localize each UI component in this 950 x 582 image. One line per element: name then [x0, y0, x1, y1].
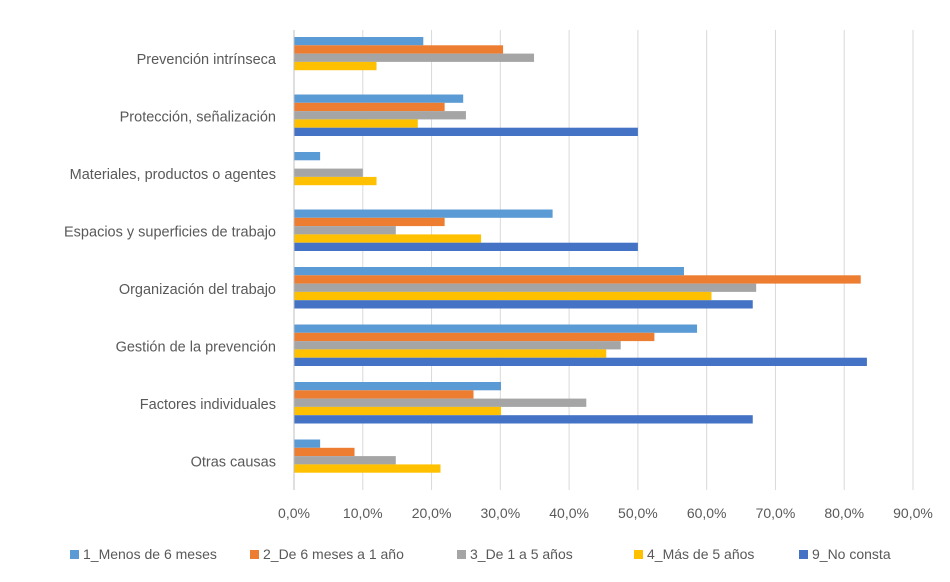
bar — [294, 439, 321, 448]
x-tick-label: 40,0% — [549, 505, 589, 521]
bar — [294, 267, 684, 276]
bar — [294, 119, 418, 128]
legend-swatch — [457, 550, 466, 559]
x-tick-label: 60,0% — [687, 505, 727, 521]
bar — [294, 382, 502, 391]
bar — [294, 324, 698, 333]
bar — [294, 447, 355, 457]
bar — [294, 53, 535, 62]
bar — [294, 111, 466, 120]
legend-swatch — [250, 550, 259, 559]
bar — [294, 275, 861, 284]
x-tick-label: 80,0% — [824, 505, 864, 521]
bar — [294, 398, 587, 407]
category-label: Factores individuales — [140, 397, 276, 413]
bar — [294, 37, 424, 46]
legend-swatch — [799, 550, 808, 559]
x-tick-label: 70,0% — [756, 505, 796, 521]
legend-label: 1_Menos de 6 meses — [83, 546, 217, 562]
category-label: Prevención intrínseca — [137, 52, 277, 68]
bar — [294, 415, 753, 424]
bar — [294, 217, 445, 227]
bar — [294, 176, 377, 186]
bar — [294, 168, 363, 177]
bar — [294, 341, 621, 350]
bar — [294, 349, 607, 358]
x-tick-label: 90,0% — [893, 505, 933, 521]
bar — [294, 283, 757, 292]
x-tick-label: 10,0% — [343, 505, 383, 521]
legend-label: 2_De 6 meses a 1 año — [263, 546, 404, 562]
bar — [294, 209, 553, 218]
bar — [294, 152, 321, 161]
legend: 1_Menos de 6 meses 2_De 6 meses a 1 año 3_… — [70, 546, 891, 562]
bar — [294, 127, 638, 136]
legend-label: 3_De 1 a 5 años — [470, 546, 573, 562]
value-axis: 0,0% 10,0% 20,0% 30,0% 40,0% 50,0% 60,0% 70,0% 8… — [278, 30, 933, 521]
category-axis: Prevención intrínseca Protección, señaliz… — [64, 52, 277, 471]
category-label: Organización del trabajo — [119, 282, 276, 298]
x-tick-label: 20,0% — [412, 505, 452, 521]
x-tick-label: 50,0% — [618, 505, 658, 521]
x-tick-label: 0,0% — [278, 505, 310, 521]
legend-swatch — [634, 550, 643, 559]
bar — [294, 357, 867, 366]
bar — [294, 300, 753, 309]
bar — [294, 456, 396, 465]
bar — [294, 390, 474, 399]
bar — [294, 45, 504, 54]
bar — [294, 102, 445, 112]
bar — [294, 234, 482, 243]
bar — [294, 94, 464, 103]
category-label: Gestión de la prevención — [116, 339, 276, 355]
category-label: Materiales, productos o agentes — [70, 167, 276, 183]
category-label: Protección, señalización — [120, 109, 276, 125]
bar — [294, 464, 441, 473]
bar — [294, 242, 638, 251]
x-tick-label: 30,0% — [480, 505, 520, 521]
category-label: Espacios y superficies de trabajo — [64, 224, 276, 240]
legend-label: 9_No consta — [812, 546, 891, 562]
legend-swatch — [70, 550, 79, 559]
category-label: Otras causas — [191, 454, 276, 470]
bars — [294, 37, 867, 473]
bar — [294, 406, 502, 416]
bar — [294, 291, 712, 301]
legend-label: 4_Más de 5 años — [647, 546, 754, 562]
bar — [294, 61, 377, 71]
bar — [294, 226, 396, 235]
bar — [294, 332, 655, 342]
